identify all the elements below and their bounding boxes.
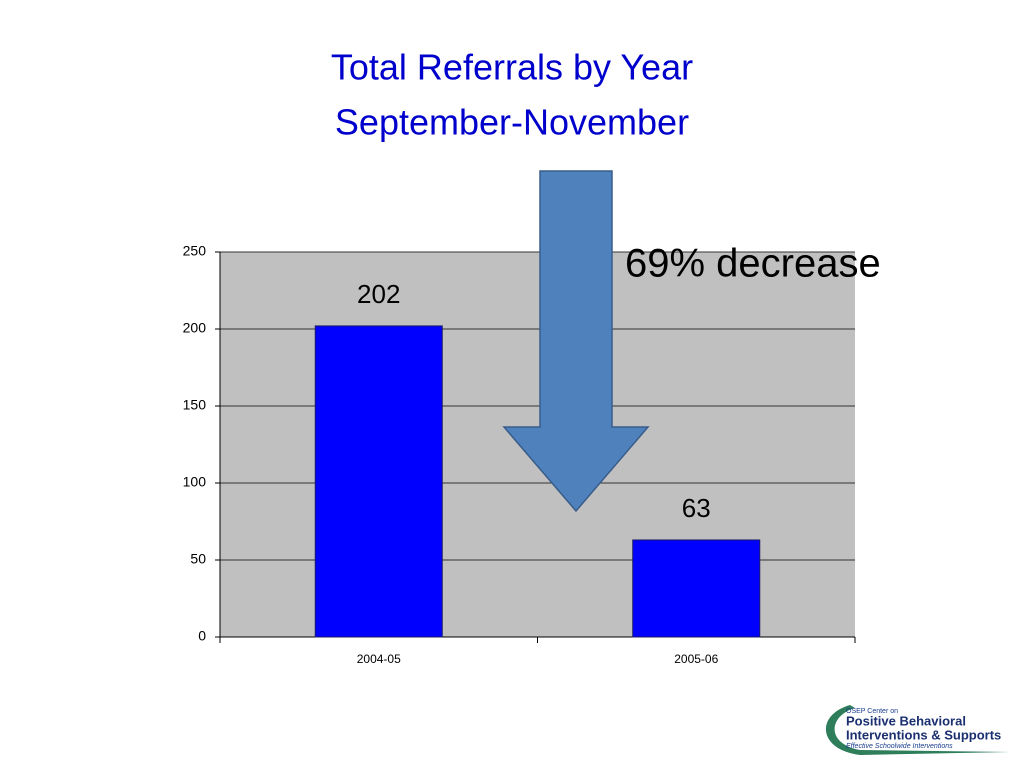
bar bbox=[632, 539, 761, 638]
logo-text: Effective Schoolwide Interventions bbox=[846, 743, 953, 750]
y-tick-label: 200 bbox=[183, 320, 207, 336]
chart: 0 50 100 150 200 250 2004-05 202 2005-06 63 bbox=[183, 243, 856, 666]
chart-subtitle: September-November bbox=[335, 102, 689, 143]
y-tick-label: 100 bbox=[183, 474, 207, 490]
data-label: 63 bbox=[682, 493, 711, 523]
bar bbox=[314, 325, 443, 638]
logo-swoosh bbox=[825, 705, 1010, 755]
logo-text: OSEP Center on bbox=[846, 708, 898, 715]
y-tick-label: 250 bbox=[183, 243, 207, 259]
logo-text: Interventions & Supports bbox=[846, 727, 1001, 742]
y-tick-label: 0 bbox=[198, 628, 206, 644]
chart-title: Total Referrals by Year bbox=[331, 47, 693, 88]
logo-text: Positive Behavioral bbox=[846, 713, 966, 728]
data-label: 202 bbox=[357, 279, 400, 309]
y-tick-label: 150 bbox=[183, 397, 207, 413]
logo: OSEP Center on Positive Behavioral Inter… bbox=[825, 705, 1010, 755]
decrease-arrow bbox=[502, 170, 650, 513]
x-tick-label: 2004-05 bbox=[357, 652, 401, 666]
y-tick-label: 50 bbox=[190, 551, 206, 567]
x-tick-label: 2005-06 bbox=[674, 652, 718, 666]
annotation: 69% decrease bbox=[625, 242, 881, 286]
